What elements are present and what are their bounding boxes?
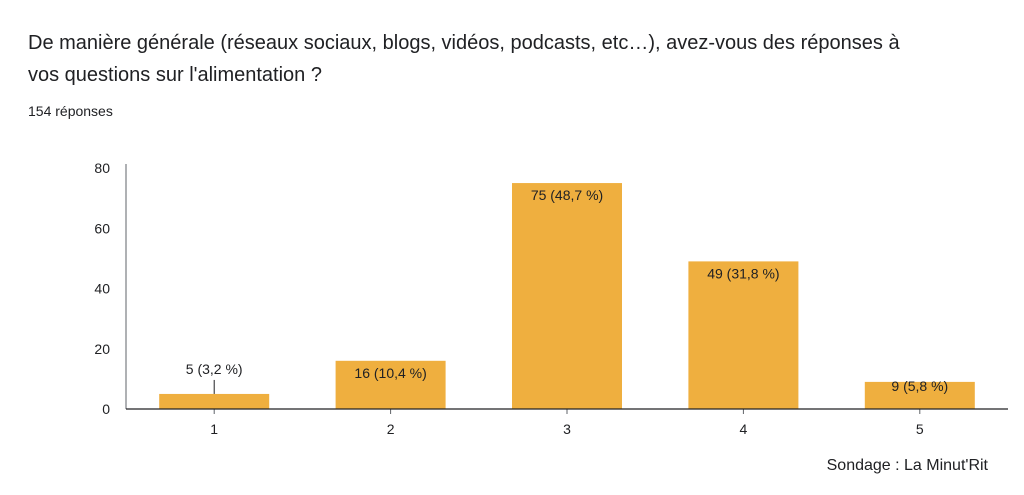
x-category-label: 2 bbox=[387, 421, 395, 437]
bar-data-label: 49 (31,8 %) bbox=[707, 265, 779, 281]
question-title: De manière générale (réseaux sociaux, bl… bbox=[28, 32, 900, 86]
x-category-label: 4 bbox=[740, 421, 748, 437]
bar-data-label: 16 (10,4 %) bbox=[354, 365, 426, 381]
responses-count: 154 réponses bbox=[28, 103, 113, 119]
bar bbox=[159, 393, 270, 409]
bar bbox=[864, 381, 975, 409]
y-tick-label: 40 bbox=[94, 281, 110, 297]
bar-data-label: 75 (48,7 %) bbox=[531, 187, 603, 203]
bar-data-label: 9 (5,8 %) bbox=[891, 378, 948, 394]
bar bbox=[688, 261, 799, 409]
x-category-label: 1 bbox=[210, 421, 218, 437]
y-tick-label: 0 bbox=[102, 401, 110, 417]
y-tick-label: 80 bbox=[94, 160, 110, 176]
x-category-label: 3 bbox=[563, 421, 571, 437]
y-tick-label: 60 bbox=[94, 220, 110, 236]
bar bbox=[512, 183, 622, 409]
bar-data-label: 5 (3,2 %) bbox=[186, 361, 243, 377]
x-category-label: 5 bbox=[916, 421, 924, 437]
bar bbox=[335, 360, 446, 409]
y-tick-label: 20 bbox=[94, 341, 110, 357]
survey-source: Sondage : La Minut'Rit bbox=[826, 457, 988, 474]
